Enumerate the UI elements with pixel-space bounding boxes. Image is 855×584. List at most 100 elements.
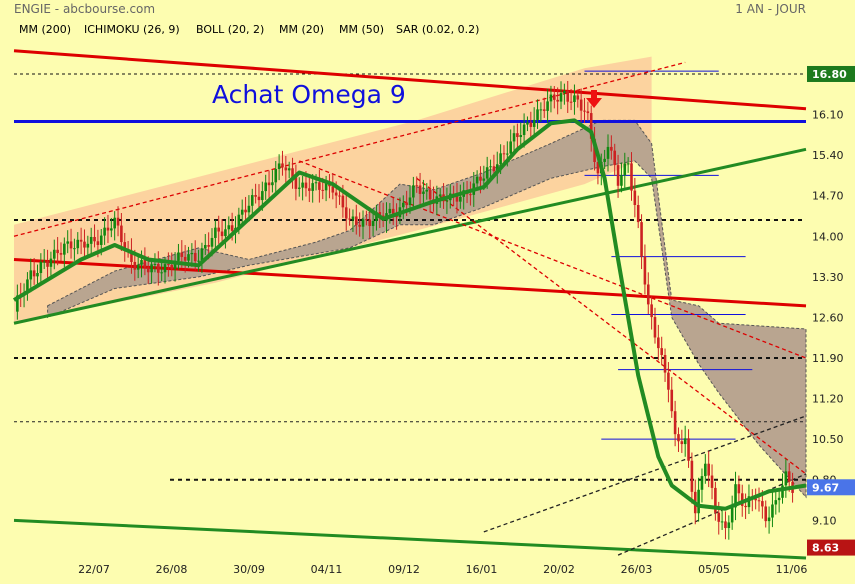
candle-body (720, 521, 724, 523)
candle-body (237, 214, 241, 228)
candle-body (163, 264, 167, 273)
candle-body (52, 249, 56, 259)
candle-body (207, 245, 210, 247)
candle-body (224, 229, 227, 237)
candle-body (338, 195, 341, 197)
candle-body (412, 185, 415, 198)
mm20-polyline (12, 118, 807, 511)
candle-body (727, 522, 731, 529)
candle-body (408, 197, 412, 206)
candle-body (549, 94, 553, 102)
candle-body (311, 183, 314, 191)
candle-body (563, 90, 566, 94)
candle-body (459, 196, 462, 202)
candle-body (177, 252, 180, 261)
candle-body (66, 241, 69, 244)
candle-body (42, 261, 46, 263)
x-tick-label: 30/09 (233, 563, 265, 576)
candle-body (89, 236, 93, 244)
candle-body (633, 190, 637, 206)
candle-body (438, 194, 442, 197)
candle-body (79, 239, 83, 242)
candle-body (271, 182, 274, 186)
candle-body (388, 208, 392, 214)
candle-body (492, 166, 496, 172)
candle-body (321, 189, 325, 191)
candle-body (502, 153, 506, 155)
candle-body (368, 219, 372, 227)
candle-body (214, 227, 217, 238)
candle-body (781, 485, 784, 498)
candle-body (425, 189, 429, 192)
trend-resistance-0 (13, 49, 807, 111)
candle-body (331, 186, 335, 193)
candle-body (576, 95, 580, 100)
candle-body (217, 227, 221, 232)
mm20-line (12, 118, 807, 511)
candle-body (190, 252, 194, 255)
x-tick-label: 09/12 (388, 563, 420, 576)
arrow-down-icon (586, 90, 602, 108)
candle-body (660, 348, 663, 355)
candle-body (143, 260, 147, 268)
horizontal-levels (14, 70, 806, 481)
candle-body (361, 219, 365, 227)
y-tick-label: 16.10 (812, 109, 844, 122)
candle-body (512, 133, 516, 142)
candle-body (519, 135, 523, 138)
candle-body (626, 163, 630, 165)
candle-body (610, 146, 613, 151)
candle-body (596, 161, 600, 174)
candle-body (110, 228, 113, 231)
candle-body (123, 242, 127, 250)
dashed-channel-3 (483, 415, 807, 533)
candle-body (197, 260, 200, 262)
candle-body (116, 217, 120, 226)
candle-body (294, 177, 298, 189)
candle-body (308, 188, 311, 191)
candle-body (556, 99, 559, 102)
candle-body (287, 168, 291, 171)
candle-body (714, 487, 717, 513)
dashed-channel-2 (416, 177, 807, 475)
candle-body (29, 270, 33, 280)
candle-body (355, 216, 358, 225)
trend-support-2 (13, 147, 807, 325)
candle-body (740, 493, 744, 506)
candle-body (63, 243, 66, 255)
candle-body (771, 504, 774, 518)
candle-body (754, 498, 757, 501)
candle-body (677, 434, 680, 442)
candle-body (643, 256, 647, 285)
candle-body (724, 521, 727, 529)
candle-body (136, 264, 140, 270)
candle-body (522, 124, 526, 136)
candle-body (687, 438, 690, 461)
candle-body (529, 122, 533, 127)
candle-body (482, 178, 486, 181)
marker-last-price-label: 9.67 (812, 481, 839, 494)
candle-body (304, 182, 308, 189)
trend-support-3 (13, 518, 807, 560)
candle-body (737, 484, 741, 494)
legend-ichimoku: ICHIMOKU (26, 9) (84, 23, 180, 36)
candle-body (613, 150, 617, 166)
candle-body (650, 304, 653, 318)
candle-body (391, 208, 395, 216)
x-tick-label: 04/11 (311, 563, 343, 576)
y-tick-label: 15.40 (812, 149, 844, 162)
candle-body (203, 245, 207, 249)
candle-body (680, 441, 684, 445)
candle-body (445, 200, 449, 202)
candle-body (46, 261, 49, 267)
candle-body (573, 95, 576, 103)
candle-body (704, 463, 707, 477)
y-tick-label: 13.30 (812, 271, 844, 284)
marker-low-label: 8.63 (812, 542, 839, 555)
candle-body (240, 209, 244, 215)
candle-body (469, 194, 472, 196)
candle-body (284, 167, 288, 171)
legend: MM (200) ICHIMOKU (26, 9) BOLL (20, 2) M… (19, 23, 479, 36)
